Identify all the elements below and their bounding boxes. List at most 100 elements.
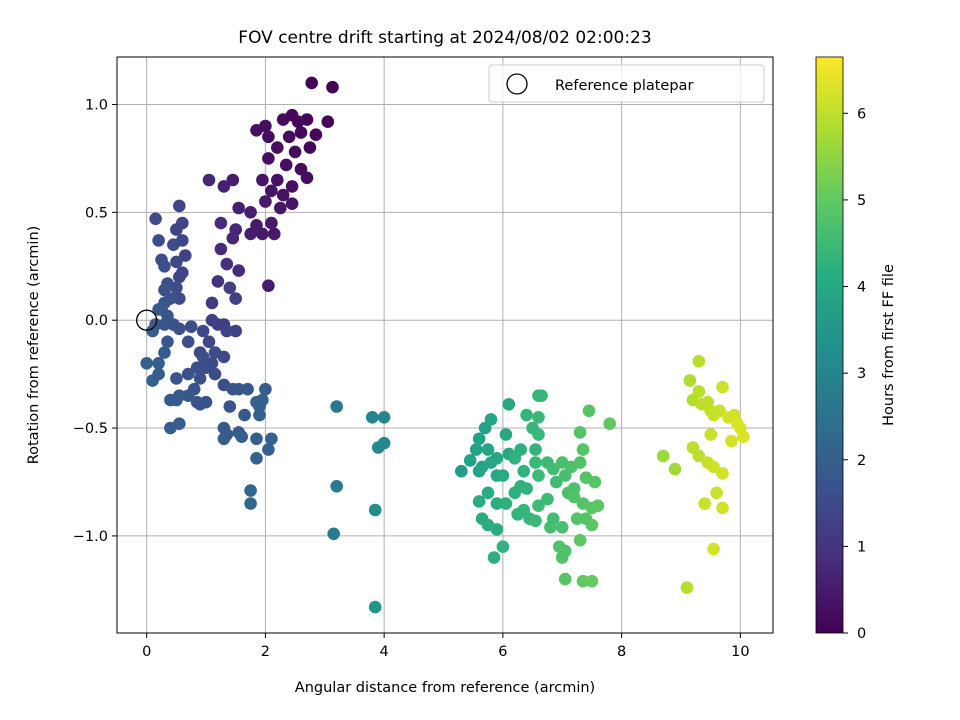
data-point [377,411,391,424]
data-point [181,335,195,349]
y-tick-label: 0.5 [85,205,108,221]
data-point [366,411,379,424]
data-point [368,600,382,614]
data-point [226,231,240,245]
data-point [268,227,281,241]
data-point [585,574,599,588]
colorbar-tick-label: 3 [857,366,866,382]
data-point [173,322,186,336]
x-tick-label: 0 [142,644,151,660]
data-point [541,492,554,506]
data-point [250,452,263,465]
data-point [253,408,266,422]
data-point [576,574,590,588]
data-point [481,486,495,500]
data-point [167,238,180,251]
data-point [170,393,183,407]
data-point [529,456,542,469]
data-point [291,115,305,128]
data-point [603,417,616,431]
colorbar-tick-label: 6 [857,106,866,122]
data-point [656,449,670,463]
data-point [265,184,278,198]
data-point [262,443,275,456]
data-point [455,464,468,478]
legend-label: Reference platepar [555,78,693,94]
data-point [499,428,513,441]
data-point [282,130,296,144]
data-point [193,398,207,411]
data-point [235,430,248,444]
data-point [149,212,162,226]
data-point [707,460,720,474]
data-point [140,357,153,370]
data-point [573,533,587,547]
data-point [262,130,275,144]
x-tick-label: 2 [261,644,270,660]
data-point [481,443,495,456]
data-point [547,462,560,476]
data-point [520,482,533,495]
data-point [330,480,344,493]
data-point [532,428,545,441]
data-point [214,242,228,256]
data-point [173,292,186,305]
data-point [259,382,272,396]
data-point [576,443,590,456]
x-axis-ticks: 0 2 4 6 8 10 [142,633,750,660]
data-point [558,572,572,586]
data-point [544,521,557,534]
data-point [276,113,290,126]
data-point [152,303,165,316]
data-point [250,432,263,446]
data-point [179,249,192,262]
data-point [241,382,254,396]
data-point [208,346,222,359]
data-point [238,408,251,422]
data-points [136,76,750,614]
data-point [330,400,344,413]
data-point [193,372,207,385]
data-point [502,398,516,411]
data-point [535,389,548,403]
data-point [196,350,210,364]
data-point [570,512,584,525]
data-point [276,188,290,202]
data-point [205,357,219,370]
data-point [555,456,569,469]
data-point [244,206,257,219]
data-point [463,454,477,467]
data-point [170,255,183,269]
data-point [520,408,533,422]
data-point [229,292,242,305]
data-point [202,335,216,349]
data-point [294,126,308,139]
data-point [371,441,385,454]
legend: Reference platepar [488,64,765,103]
colorbar-tick-label: 2 [857,453,866,469]
y-tick-label: −1.0 [73,529,108,545]
y-tick-label: −0.5 [73,421,108,437]
x-tick-label: 4 [380,644,389,660]
data-point [680,581,694,594]
data-point [223,400,237,413]
data-point [555,551,569,564]
legend-box [488,64,765,103]
data-point [285,197,299,210]
data-point [731,417,744,431]
data-point [250,395,263,409]
data-point [716,380,729,394]
data-point [588,475,602,489]
data-point [555,521,569,534]
y-axis-label: Rotation from reference (arcmin) [26,226,42,465]
colorbar-label: Hours from first FF file [881,264,897,426]
colorbar: 0 1 2 3 4 5 6 Hours from first FF file [815,56,897,642]
data-point [321,115,335,128]
data-point [567,490,581,504]
data-point [158,260,171,273]
data-point [232,382,245,396]
data-point [211,275,225,288]
data-point [220,257,234,271]
data-point [514,443,527,456]
data-point [152,367,165,381]
